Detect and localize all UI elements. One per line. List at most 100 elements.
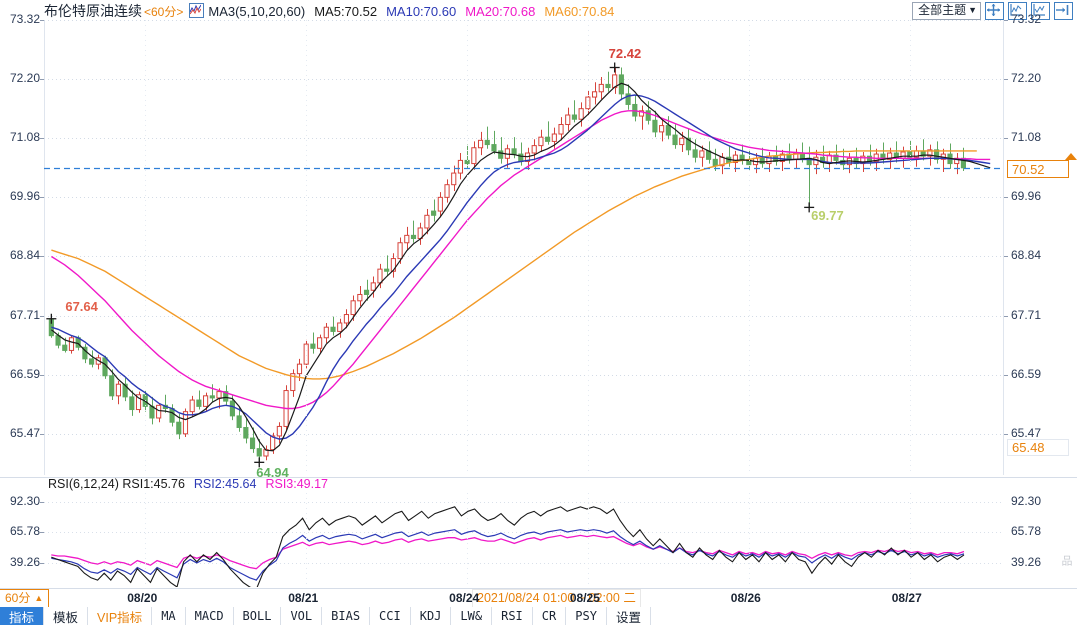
rsi-tick-left: 92.30 — [9, 493, 40, 508]
theme-select-label: 全部主题 — [918, 3, 967, 17]
price-tick-left: 73.32 — [9, 12, 40, 26]
price-tick-right: 72.20 — [1011, 71, 1042, 86]
indicator-toolbar[interactable]: 指标 模板 VIP指标 MA MACD BOLL VOL BIAS CCI KDJ LW& RSI CR… — [0, 607, 1077, 625]
price-arrow-up-icon — [1065, 152, 1077, 160]
toolbar-item-bias[interactable]: BIAS — [322, 607, 371, 625]
toolbar-item-vip-[interactable]: VIP指标 — [88, 607, 153, 625]
toolbar-item--[interactable]: 模板 — [44, 607, 89, 625]
toolbar-item-cr[interactable]: CR — [533, 607, 567, 625]
toolbar-item-kdj[interactable]: KDJ — [411, 607, 452, 625]
toolbar-item-cci[interactable]: CCI — [370, 607, 411, 625]
tick-mark — [1004, 79, 1008, 80]
tick-mark — [40, 256, 44, 257]
tick-mark — [40, 532, 44, 533]
tick-mark — [1004, 434, 1008, 435]
tick-mark — [1004, 256, 1008, 257]
price-tick-left: 72.20 — [9, 71, 40, 86]
price-axis-left[interactable]: 73.32 72.20 71.08 69.96 68.84 67.71 66.59 65.47 — [0, 12, 44, 475]
chart-shift-right-icon[interactable] — [1054, 1, 1073, 20]
rsi-tick-right: 65.78 — [1011, 524, 1042, 539]
rsi-legend: RSI(6,12,24) RSI1:45.76 RSI2:45.64 RSI3:49… — [48, 477, 328, 491]
toolbar-item--[interactable]: 设置 — [607, 607, 651, 625]
rsi-pane[interactable]: RSI(6,12,24) RSI1:45.76 RSI2:45.64 RSI3:49… — [0, 477, 1077, 587]
ma-chart-icon — [189, 3, 205, 18]
ma5-value: MA5:70.52 — [314, 4, 378, 19]
rsi-axis-right: 92.30 65.78 39.26 — [1003, 477, 1077, 587]
pane-right-border — [1003, 20, 1004, 475]
period-chip-label: 60分 — [5, 591, 31, 605]
high-price-annotation: 72.42 — [608, 45, 642, 61]
header-legend: 布伦特原油连续 <60分> MA3(5,10,20,60) MA5:70.52 MA10… — [44, 1, 614, 21]
tick-mark — [40, 502, 44, 503]
pane-divider — [0, 477, 1077, 478]
toolbar-item-ma[interactable]: MA — [152, 607, 186, 625]
symbol-period[interactable]: <60分> — [144, 5, 184, 19]
price-tick-left: 69.96 — [9, 189, 40, 204]
chevron-down-icon: ▼ — [968, 5, 977, 15]
watermark: 品 — [1060, 555, 1072, 567]
price-tick-right: 66.59 — [1011, 367, 1042, 382]
tick-mark — [40, 563, 44, 564]
time-axis[interactable]: 60分 ▲ 2021/08/24 01:00 ~ 02:00 二 08/20 08… — [0, 588, 1077, 609]
chart-fit-right-icon[interactable] — [1031, 1, 1050, 20]
header-tools: 全部主题 ▼ — [912, 1, 1073, 20]
price-tick-right: 65.47 — [1011, 426, 1042, 441]
toolbar-item-boll[interactable]: BOLL — [234, 607, 282, 625]
price-tick-right: 69.96 — [1011, 189, 1042, 204]
ma60-value: MA60:70.84 — [544, 4, 615, 19]
time-tooltip: 2021/08/24 01:00 ~ 02:00 二 — [472, 589, 641, 608]
rsi-axis-left: 92.30 65.78 39.26 — [0, 477, 44, 587]
rsi-tick-left: 65.78 — [9, 524, 40, 539]
theme-select-button[interactable]: 全部主题 ▼ — [912, 1, 981, 20]
price-tick-left: 68.84 — [9, 248, 40, 263]
tick-mark — [1004, 375, 1008, 376]
tick-mark — [40, 79, 44, 80]
price-tick-left: 67.71 — [9, 308, 40, 323]
rsi-tick-right: 92.30 — [1011, 493, 1042, 508]
chart-fit-left-icon[interactable] — [1008, 1, 1027, 20]
candlestick-plot[interactable] — [44, 20, 1003, 475]
tick-mark — [1004, 138, 1008, 139]
symbol-name[interactable]: 布伦特原油连续 — [44, 3, 142, 19]
left-high-annotation: 67.64 — [65, 298, 98, 314]
time-tick: 08/26 — [730, 591, 761, 605]
price-tick-right: 67.71 — [1011, 308, 1042, 323]
low-price-annotation: 64.94 — [256, 465, 289, 481]
ma20-value: MA20:70.68 — [465, 4, 536, 19]
price-tick-left: 71.08 — [9, 130, 40, 145]
tick-mark — [40, 20, 44, 21]
rsi-title: RSI(6,12,24) — [48, 477, 119, 491]
ma10-value: MA10:70.60 — [386, 4, 457, 19]
rsi-tick-right: 39.26 — [1011, 554, 1042, 569]
toolbar-item-rsi[interactable]: RSI — [492, 607, 533, 625]
current-price-tag[interactable]: 70.52 — [1007, 159, 1069, 178]
candlestick-svg — [44, 20, 1003, 475]
tick-mark — [40, 375, 44, 376]
toolbar-item-macd[interactable]: MACD — [186, 607, 234, 625]
tick-mark — [1004, 197, 1008, 198]
rsi-plot[interactable] — [44, 493, 1003, 587]
toolbar-item-psy[interactable]: PSY — [566, 607, 607, 625]
rsi3-value: RSI3:49.17 — [265, 477, 328, 491]
time-tick: 08/20 — [127, 591, 158, 605]
rsi-svg — [44, 493, 1003, 587]
price-pane[interactable]: 73.32 72.20 71.08 69.96 68.84 67.71 66.59 65.47… — [0, 12, 1077, 480]
tick-mark — [40, 197, 44, 198]
toolbar-item-lw-[interactable]: LW& — [451, 607, 493, 625]
rsi1-value: RSI1:45.76 — [122, 477, 185, 491]
time-tick: 08/27 — [891, 591, 922, 605]
chart-header: 布伦特原油连续 <60分> MA3(5,10,20,60) MA5:70.52 MA10… — [0, 0, 1077, 20]
triangle-up-icon: ▲ — [34, 593, 44, 603]
period-chip[interactable]: 60分 ▲ — [0, 589, 50, 608]
time-tick: 08/21 — [288, 591, 319, 605]
price-axis-right[interactable]: 73.32 72.20 71.08 69.96 68.84 67.71 66.59 65.47… — [1003, 12, 1077, 475]
ma-parameters: MA3(5,10,20,60) — [208, 4, 306, 19]
price-tick-right: 71.08 — [1011, 130, 1042, 145]
bottom-price-tag[interactable]: 65.48 — [1007, 438, 1069, 456]
tick-mark — [1004, 316, 1008, 317]
price-tick-right: 68.84 — [1011, 248, 1042, 263]
toolbar-item-vol[interactable]: VOL — [281, 607, 323, 625]
toolbar-item--[interactable]: 指标 — [0, 607, 45, 625]
crosshair-move-icon[interactable] — [985, 1, 1004, 20]
price-tick-right: 73.32 — [1011, 12, 1042, 26]
